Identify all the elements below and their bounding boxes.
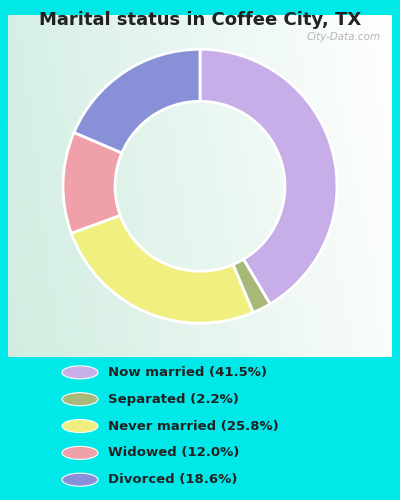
Circle shape [62, 366, 98, 379]
Text: Never married (25.8%): Never married (25.8%) [108, 420, 279, 432]
Circle shape [62, 473, 98, 486]
Text: Separated (2.2%): Separated (2.2%) [108, 392, 239, 406]
Circle shape [62, 420, 98, 432]
Text: City-Data.com: City-Data.com [306, 32, 380, 42]
Wedge shape [71, 216, 253, 324]
Wedge shape [233, 259, 270, 312]
Wedge shape [63, 132, 122, 233]
Wedge shape [200, 50, 337, 304]
Text: Now married (41.5%): Now married (41.5%) [108, 366, 267, 379]
Text: Divorced (18.6%): Divorced (18.6%) [108, 473, 237, 486]
Text: Marital status in Coffee City, TX: Marital status in Coffee City, TX [39, 11, 361, 29]
Text: Widowed (12.0%): Widowed (12.0%) [108, 446, 239, 460]
Circle shape [62, 446, 98, 460]
Wedge shape [74, 50, 200, 153]
Circle shape [62, 392, 98, 406]
